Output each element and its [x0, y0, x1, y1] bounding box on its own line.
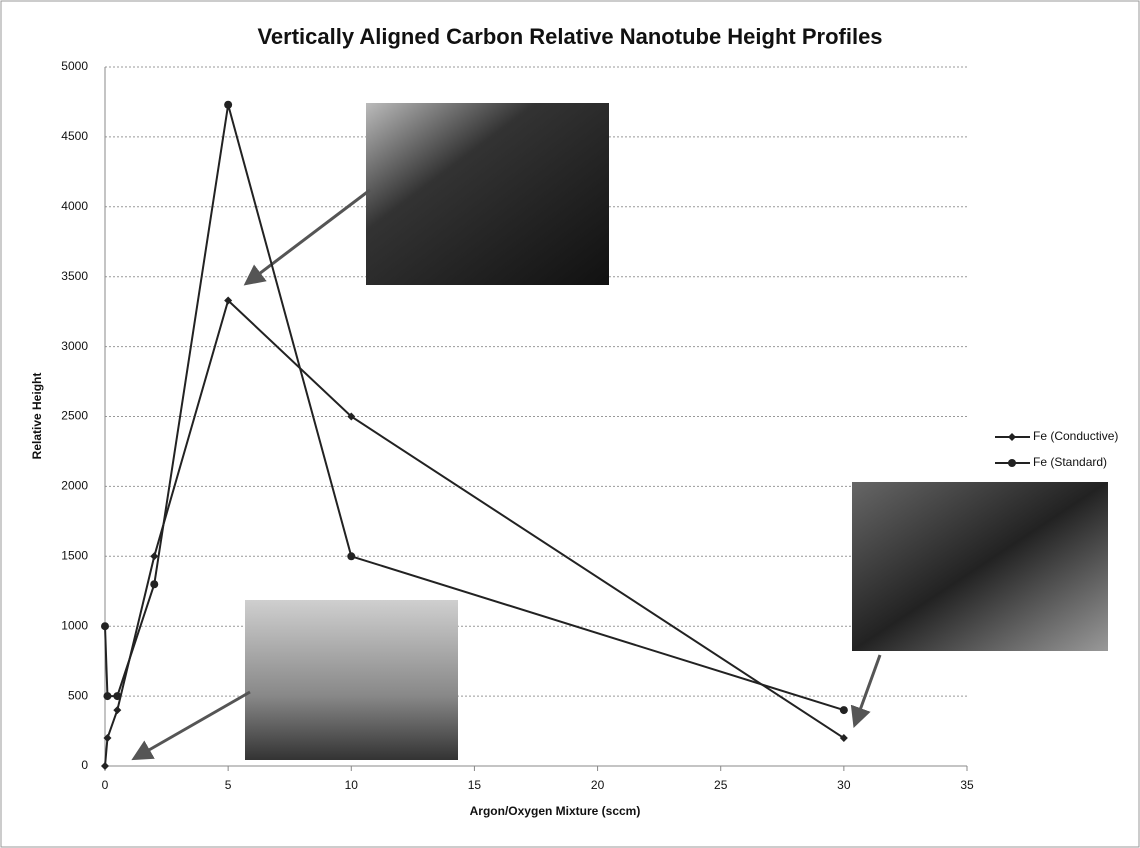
point — [150, 552, 159, 561]
x-tick-label: 10 — [345, 778, 359, 792]
sem-image — [852, 482, 1108, 651]
y-tick-label: 4000 — [61, 199, 88, 213]
sem-image — [366, 103, 609, 285]
point — [113, 706, 122, 715]
legend-marker — [1008, 459, 1016, 467]
point — [839, 734, 848, 743]
sem-image — [245, 600, 458, 760]
x-tick-label: 20 — [591, 778, 605, 792]
y-tick-label: 4500 — [61, 129, 88, 143]
y-tick-label: 3000 — [61, 339, 88, 353]
x-tick-label: 5 — [225, 778, 232, 792]
legend-label: Fe (Standard) — [1033, 455, 1107, 469]
point — [103, 734, 112, 743]
x-tick-label: 25 — [714, 778, 728, 792]
x-tick-label: 35 — [960, 778, 974, 792]
y-tick-label: 500 — [68, 688, 88, 702]
sem-images — [131, 103, 1108, 761]
point — [103, 692, 112, 701]
point — [113, 692, 122, 701]
y-tick-label: 0 — [81, 758, 88, 772]
y-tick-label: 2500 — [61, 409, 88, 423]
y-tick-label: 5000 — [61, 59, 88, 73]
legend-label: Fe (Conductive) — [1033, 429, 1118, 443]
y-tick-label: 3500 — [61, 269, 88, 283]
point — [224, 296, 233, 305]
x-axis-label: Argon/Oxygen Mixture (sccm) — [470, 804, 641, 818]
arrow — [243, 188, 371, 286]
arrow — [131, 690, 251, 761]
point — [839, 706, 848, 715]
point — [224, 100, 233, 109]
point — [101, 762, 109, 770]
y-tick-label: 2000 — [61, 479, 88, 493]
y-tick-label: 1500 — [61, 548, 88, 562]
x-tick-label: 30 — [837, 778, 851, 792]
point — [347, 552, 356, 561]
x-tick-label: 15 — [468, 778, 482, 792]
point — [101, 622, 109, 631]
chart-title: Vertically Aligned Carbon Relative Nanot… — [257, 24, 882, 49]
point — [150, 580, 159, 589]
y-tick-label: 1000 — [61, 618, 88, 632]
y-axis-label: Relative Height — [30, 373, 44, 460]
point — [347, 412, 356, 421]
arrow — [850, 654, 882, 728]
x-tick-label: 0 — [102, 778, 109, 792]
legend-marker — [1008, 433, 1016, 441]
